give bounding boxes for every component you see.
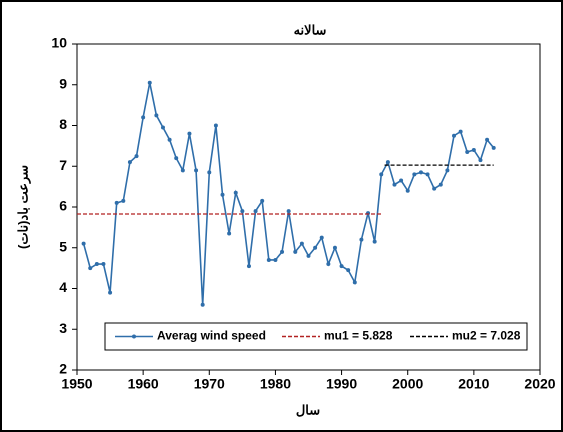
data-point [220, 192, 225, 197]
data-point [346, 268, 351, 273]
data-point [213, 123, 218, 128]
data-point [293, 249, 298, 254]
data-point [266, 257, 271, 262]
y-tick-label: 9 [59, 75, 67, 91]
data-point [160, 125, 165, 130]
data-point [372, 239, 377, 244]
data-point [147, 80, 152, 85]
data-point [101, 262, 106, 267]
data-point [339, 264, 344, 269]
data-point [174, 156, 179, 161]
data-point [458, 129, 463, 134]
data-point [445, 168, 450, 173]
data-point [187, 131, 192, 136]
data-point [207, 170, 212, 175]
data-point [81, 241, 86, 246]
data-point [425, 172, 430, 177]
data-point [319, 235, 324, 240]
x-tick-label: 1970 [194, 376, 225, 392]
data-point [180, 168, 185, 173]
data-point [326, 262, 331, 267]
x-axis-label: سال [296, 402, 320, 417]
data-point [88, 266, 93, 271]
data-point [491, 145, 496, 150]
data-point [194, 168, 199, 173]
x-tick-label: 1990 [326, 376, 357, 392]
data-point [260, 198, 265, 203]
data-point [471, 147, 476, 152]
data-point [332, 245, 337, 250]
data-point [200, 302, 205, 307]
y-tick-label: 7 [59, 157, 67, 173]
data-point [385, 160, 390, 165]
y-tick-label: 3 [59, 320, 67, 336]
x-tick-label: 1950 [61, 376, 92, 392]
data-point [240, 209, 245, 214]
data-point [227, 231, 232, 236]
x-tick-label: 2000 [392, 376, 423, 392]
x-tick-label: 1980 [260, 376, 291, 392]
data-point [465, 149, 470, 154]
y-tick-label: 10 [51, 35, 67, 51]
data-point [94, 262, 99, 267]
data-point [418, 170, 423, 175]
data-point [114, 200, 119, 205]
y-tick-label: 5 [59, 238, 67, 254]
data-point [233, 190, 238, 195]
y-tick-label: 8 [59, 116, 67, 132]
data-point [167, 137, 172, 142]
data-point [452, 133, 457, 138]
chart-title: سالانه [294, 22, 327, 37]
data-point [134, 154, 139, 159]
data-point [306, 253, 311, 258]
data-point [412, 172, 417, 177]
data-point [121, 198, 126, 203]
data-point [299, 241, 304, 246]
data-point [478, 158, 483, 163]
data-point [352, 280, 357, 285]
data-point [432, 186, 437, 191]
data-point [273, 257, 278, 262]
x-tick-label: 2020 [524, 376, 555, 392]
data-point [359, 237, 364, 242]
data-point [485, 137, 490, 142]
data-point [127, 160, 132, 165]
y-tick-label: 6 [59, 198, 67, 214]
x-tick-label: 1960 [128, 376, 159, 392]
data-point [253, 209, 258, 214]
y-axis-label: سرعت باد(نات) [15, 165, 31, 249]
data-point [399, 178, 404, 183]
data-point [141, 115, 146, 120]
legend-label: mu1 = 5.828 [324, 329, 393, 343]
data-point [280, 249, 285, 254]
data-point [246, 264, 251, 269]
data-point [392, 182, 397, 187]
y-tick-label: 4 [59, 279, 67, 295]
data-point [286, 209, 291, 214]
data-point [154, 113, 159, 118]
x-tick-label: 2010 [458, 376, 489, 392]
data-point [438, 182, 443, 187]
legend-marker [132, 334, 136, 339]
data-point [108, 290, 113, 295]
y-tick-label: 2 [59, 361, 67, 377]
data-point [379, 172, 384, 177]
data-point [313, 245, 318, 250]
legend-label: mu2 = 7.028 [452, 329, 521, 343]
legend-label: Averag wind speed [157, 329, 266, 343]
data-point [405, 188, 410, 193]
